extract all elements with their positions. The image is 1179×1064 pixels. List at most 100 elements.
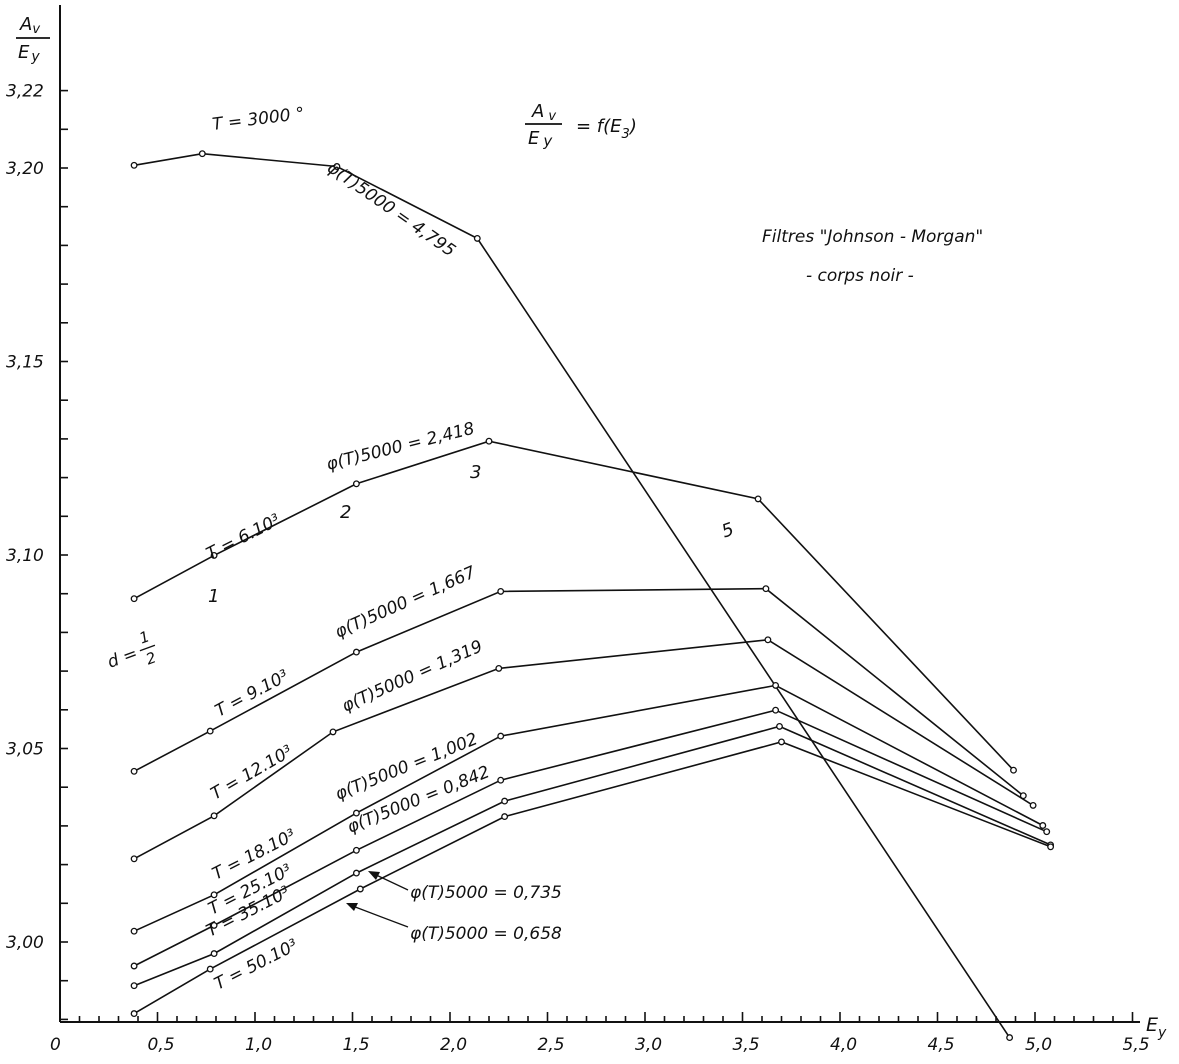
data-point <box>772 706 780 714</box>
point-index-3: 3 <box>470 462 481 483</box>
data-point <box>485 437 493 445</box>
x-tick-label: 5,5 <box>1123 1035 1150 1055</box>
y-tick-label: 3,22 <box>6 82 44 102</box>
x-tick-label: 2,5 <box>538 1035 565 1055</box>
data-point <box>778 738 785 746</box>
data-point <box>210 921 218 929</box>
annotation-d-bar <box>139 644 156 652</box>
data-point <box>1043 828 1051 836</box>
phi-arrow-t50000 <box>346 903 409 928</box>
series-line <box>133 725 1051 987</box>
x-tick-label: 0,5 <box>148 1035 175 1055</box>
data-point <box>497 587 505 595</box>
data-point <box>352 846 360 854</box>
x-tick-label: 4,0 <box>830 1035 857 1055</box>
y-axis-title-numerator: Av <box>19 14 40 37</box>
series-2 <box>130 585 1027 800</box>
data-point <box>762 585 770 593</box>
data-point <box>497 776 505 784</box>
series-group <box>130 150 1055 1042</box>
data-point <box>495 664 503 672</box>
data-point <box>473 234 481 242</box>
x-tick-label: 1,0 <box>245 1035 272 1055</box>
x-tick-label: 3,5 <box>733 1035 760 1055</box>
data-point <box>329 728 337 736</box>
point-index-2: 2 <box>340 502 351 523</box>
data-point <box>497 732 505 740</box>
series-label-t6000: T = 6.10³ <box>203 510 284 564</box>
point-index-5: 5 <box>719 519 737 543</box>
x-tick-label: 1,5 <box>343 1035 370 1055</box>
data-point <box>210 812 218 820</box>
series-5 <box>130 706 1051 970</box>
phi-label-t50000: φ(T)5000 = 0,658 <box>410 924 562 944</box>
data-point <box>1039 822 1047 829</box>
series-4 <box>130 681 1047 935</box>
data-point <box>1029 801 1037 809</box>
data-point <box>210 891 218 899</box>
y-tick-label: 3,10 <box>6 546 44 566</box>
data-point <box>1010 766 1017 774</box>
series-line <box>133 709 1048 967</box>
phi-label-t6000: φ(T)5000 = 2,418 <box>324 419 476 475</box>
data-point <box>198 150 206 158</box>
y-tick-label: 3,05 <box>6 740 44 760</box>
data-point <box>206 727 214 735</box>
data-point <box>210 950 218 958</box>
series-label-t12000: T = 12.10³ <box>208 741 297 804</box>
x-tick-label: 0 <box>50 1035 61 1055</box>
data-point <box>130 855 138 863</box>
series-line <box>133 741 1051 1015</box>
series-line <box>133 638 1034 860</box>
data-point <box>130 161 138 169</box>
data-point <box>352 809 360 817</box>
data-point <box>210 551 218 559</box>
series-line <box>133 587 1024 797</box>
annotation-d: d = 1 2 <box>105 627 159 672</box>
x-tick-label: 4,5 <box>928 1035 955 1055</box>
phi-label-t12000: φ(T)5000 = 1,319 <box>339 637 486 717</box>
series-0 <box>130 150 1014 1042</box>
series-6 <box>130 722 1055 990</box>
data-point <box>356 885 364 893</box>
data-point <box>130 1010 138 1018</box>
data-point <box>130 982 138 990</box>
data-point <box>352 648 360 656</box>
phi-arrow-t35000 <box>368 871 409 891</box>
data-point <box>130 927 138 935</box>
data-point <box>754 495 762 503</box>
y-tick-label: 3,00 <box>6 933 44 953</box>
data-point <box>130 962 138 970</box>
data-point <box>1047 843 1055 851</box>
data-point <box>206 965 214 973</box>
data-point <box>764 636 772 644</box>
point-index-1: 1 <box>208 586 219 607</box>
data-point <box>772 681 780 689</box>
data-point <box>130 595 138 603</box>
series-line <box>133 440 1015 771</box>
annotation-d-numerator: 1 <box>137 627 152 647</box>
axes: 0 0,5 1,0 1,5 2,0 2,5 3,0 3,5 4,0 4,5 5,0 5,5 3,00 3,… <box>6 5 1150 1055</box>
phi-label-t9000: φ(T)5000 = 1,667 <box>332 562 479 642</box>
chart-note: - corps noir - <box>806 266 914 286</box>
series-7 <box>130 738 1055 1018</box>
data-point <box>352 869 360 877</box>
data-point <box>333 163 341 170</box>
x-tick-label: 2,0 <box>440 1035 467 1055</box>
data-point <box>501 813 509 821</box>
data-point <box>352 480 360 488</box>
annotation-d-label: d = <box>105 643 140 672</box>
annotation-d-denominator: 2 <box>143 648 158 668</box>
series-3 <box>130 636 1037 863</box>
series-label-t3000: T = 3000 ° <box>211 104 305 135</box>
title-equals: = f(E3) <box>576 116 637 142</box>
chart-subtitle: Filtres "Johnson - Morgan" <box>762 227 983 247</box>
y-tick-label: 3,15 <box>6 353 44 373</box>
series-1 <box>130 437 1017 774</box>
